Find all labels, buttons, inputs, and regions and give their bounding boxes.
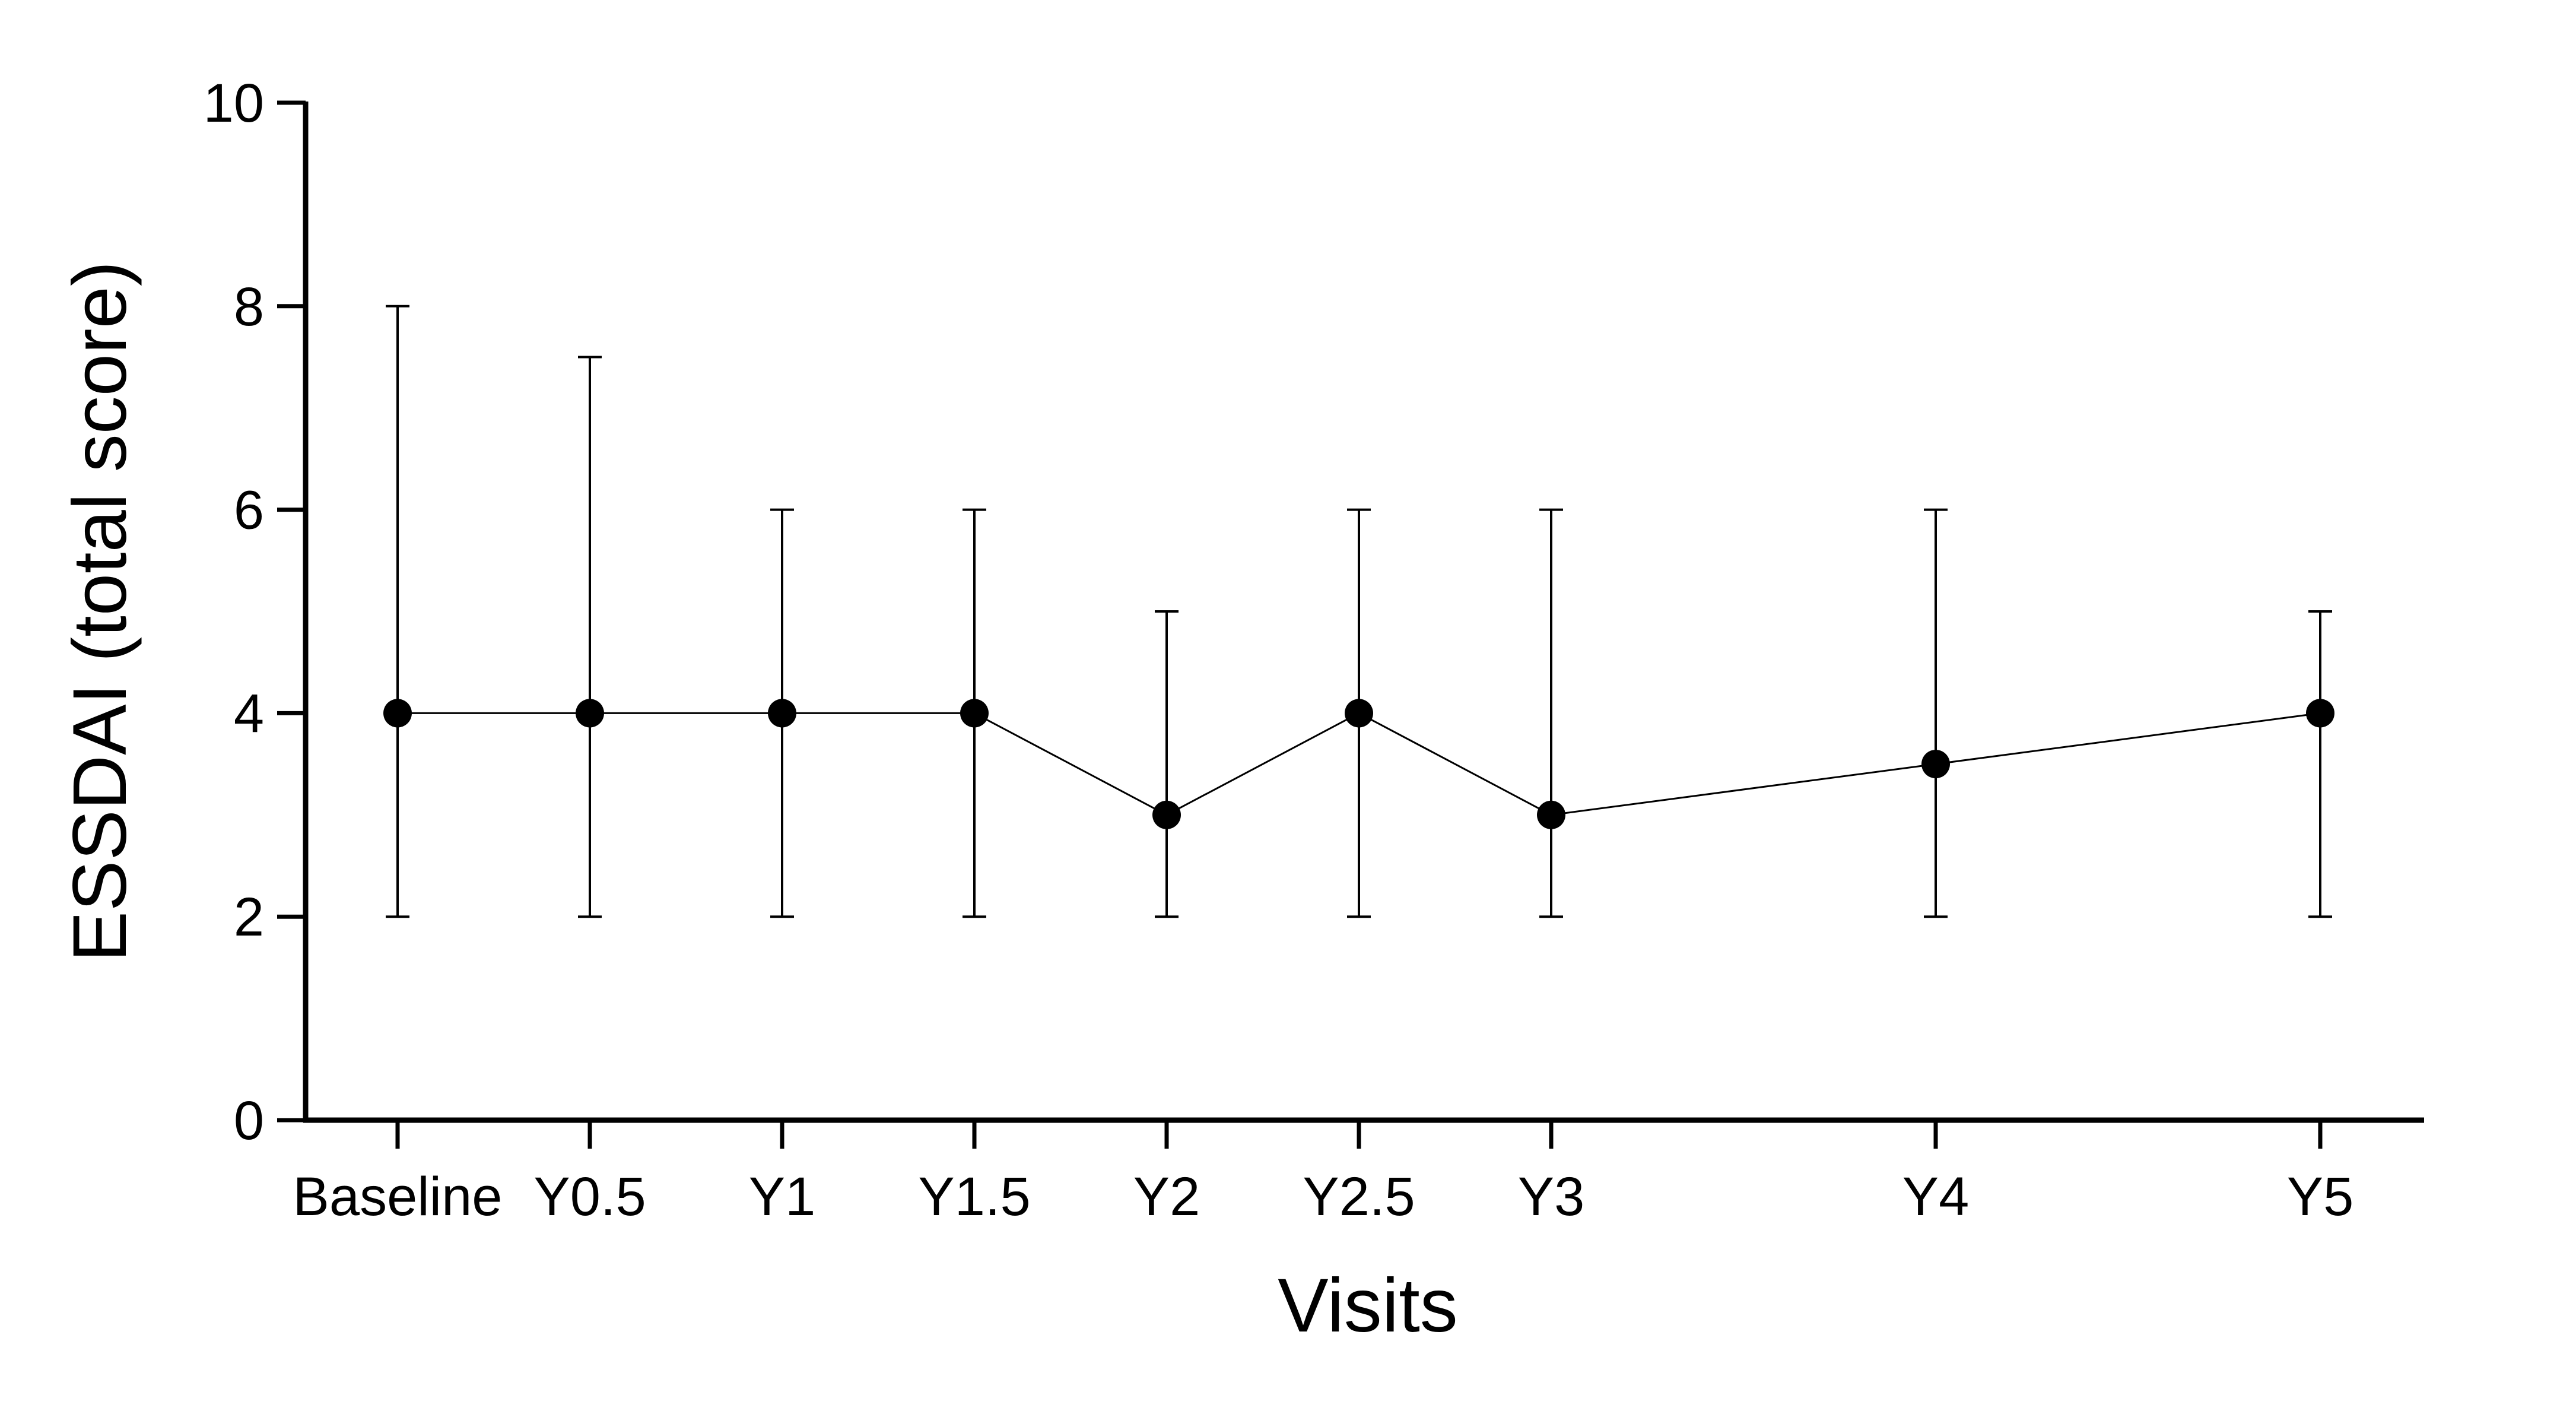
data-point	[1152, 800, 1181, 829]
x-axis-title: Visits	[1278, 1263, 1458, 1348]
y-tick-label: 0	[234, 1090, 264, 1151]
y-tick-label: 4	[234, 683, 264, 744]
data-point	[960, 699, 989, 728]
y-axis: 0 2 4 6 8 10	[204, 73, 309, 1151]
x-axis: Baseline Y0.5 Y1 Y1.5 Y2 Y2.5 Y3 Y4 Y5	[293, 1117, 2424, 1227]
x-tick-label: Y3	[1518, 1166, 1585, 1227]
x-tick-label: Y0.5	[533, 1166, 646, 1227]
y-tick-label: 6	[234, 480, 264, 541]
y-tick-label: 2	[234, 887, 264, 947]
x-tick-label: Y2.5	[1303, 1166, 1415, 1227]
y-axis-title: ESSDAI (total score)	[58, 261, 142, 962]
data-points	[383, 699, 2334, 829]
data-point	[1537, 800, 1565, 829]
data-point	[2306, 699, 2334, 728]
data-point	[1921, 750, 1950, 779]
data-point	[768, 699, 796, 728]
x-tick-label: Y4	[1902, 1166, 1970, 1227]
data-point	[383, 699, 412, 728]
y-tick-label: 8	[234, 277, 264, 337]
x-tick-label: Y1	[749, 1166, 816, 1227]
data-point	[1345, 699, 1373, 728]
x-tick-label: Y1.5	[918, 1166, 1030, 1227]
y-tick-label: 10	[204, 73, 264, 134]
x-tick-label: Y2	[1133, 1166, 1200, 1227]
x-tick-label: Baseline	[293, 1166, 503, 1227]
x-tick-label: Y5	[2287, 1166, 2354, 1227]
data-point	[576, 699, 604, 728]
error-bars	[386, 305, 2332, 918]
